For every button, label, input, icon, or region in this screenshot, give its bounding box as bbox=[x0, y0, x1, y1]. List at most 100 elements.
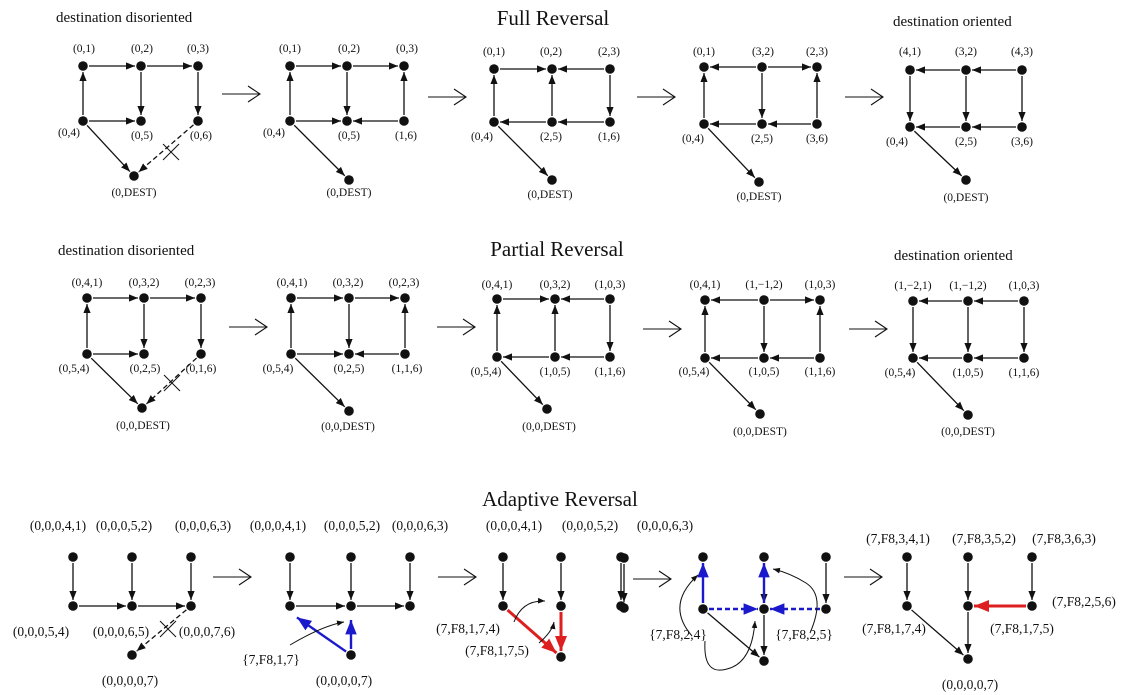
partial-reversal-arrow-2 bbox=[437, 318, 476, 336]
full-panel5-label-2: (3,2) bbox=[955, 46, 977, 58]
adaptive-s1-node-7 bbox=[127, 650, 137, 660]
partial-panel1-cut-mark bbox=[163, 374, 181, 392]
full-panel1-cut-mark bbox=[162, 143, 180, 161]
partial-panel4-node-2 bbox=[759, 295, 769, 305]
full-panel4-label-5: (2,5) bbox=[751, 133, 773, 145]
adaptive-s3-label-4: (7,F8,1,7,4) bbox=[436, 621, 500, 636]
partial-panel3-label-7: (0,0,DEST) bbox=[522, 421, 576, 433]
full-panel1-node-3 bbox=[193, 61, 203, 71]
adaptive-s1-label-4: (0,0,0,5,4) bbox=[13, 624, 69, 639]
adaptive-s5-edge-4-7 bbox=[911, 609, 964, 656]
partial-panel5-edge-4-7 bbox=[916, 361, 965, 412]
full-panel2-node-3 bbox=[399, 61, 409, 71]
full-panel5-node-7 bbox=[961, 175, 971, 185]
full-panel5-node-3 bbox=[1017, 65, 1027, 75]
full-panel1-label-5: (0,5) bbox=[131, 130, 153, 142]
partial-panel3-label-5: (1,0,5) bbox=[540, 366, 571, 378]
partial-panel1-label-5: (0,2,5) bbox=[130, 363, 161, 375]
full-panel3-node-6 bbox=[605, 117, 615, 127]
adaptive-s2-label-2: (0,0,0,5,2) bbox=[324, 518, 380, 533]
full-oriented-label: destination oriented bbox=[893, 14, 1012, 30]
full-panel4-label-6: (3,6) bbox=[806, 133, 828, 145]
partial-panel5-node-2 bbox=[963, 296, 973, 306]
adaptive-s5-node-2 bbox=[963, 552, 973, 562]
full-panel2-label-1: (0,1) bbox=[279, 43, 301, 55]
adaptive-s4-annotation-curve-1 bbox=[679, 574, 699, 637]
adaptive-s4-annotation-curve-2 bbox=[704, 620, 758, 671]
adaptive-reversal-title: Adaptive Reversal bbox=[482, 487, 638, 511]
adaptive-s5-node-5 bbox=[963, 601, 973, 611]
full-panel2-label-2: (0,2) bbox=[338, 43, 360, 55]
full-panel4-label-3: (2,3) bbox=[806, 46, 828, 58]
partial-panel4-node-6 bbox=[815, 353, 825, 363]
partial-panel4-node-3 bbox=[815, 295, 825, 305]
full-panel1-label-3: (0,3) bbox=[187, 43, 209, 55]
full-reversal-arrow-1 bbox=[222, 85, 261, 103]
partial-panel1-label-4: (0,5,4) bbox=[59, 363, 90, 375]
partial-reversal-arrow-1 bbox=[229, 318, 268, 336]
adaptive-s3-annotation-curve-1 bbox=[513, 597, 546, 623]
full-panel3-label-4: (0,4) bbox=[471, 131, 493, 143]
adaptive-s1-label-2: (0,0,0,5,2) bbox=[96, 518, 152, 533]
full-panel3-label-5: (2,5) bbox=[540, 131, 562, 143]
full-reversal-arrow-2 bbox=[428, 88, 467, 106]
full-panel5-label-7: (0,DEST) bbox=[943, 192, 988, 204]
full-panel4-edge-4-7 bbox=[707, 127, 756, 179]
partial-panel1-node-2 bbox=[139, 293, 149, 303]
full-panel4-label-7: (0,DEST) bbox=[736, 191, 781, 203]
full-panel3-edge-4-7 bbox=[497, 125, 549, 177]
adaptive-s5-node-1 bbox=[902, 552, 912, 562]
partial-panel2-label-4: (0,5,4) bbox=[263, 363, 294, 375]
adaptive-s3-label-3: (0,0,0,6,3) bbox=[637, 518, 693, 533]
full-panel5-node-2 bbox=[961, 65, 971, 75]
full-panel3-node-1 bbox=[489, 64, 499, 74]
full-panel2-node-6 bbox=[399, 116, 409, 126]
adaptive-s1-label-1: (0,0,0,4,1) bbox=[30, 518, 86, 533]
full-panel3-label-1: (0,1) bbox=[483, 46, 505, 58]
full-reversal-arrow-3 bbox=[637, 88, 676, 106]
full-panel5-node-6 bbox=[1017, 122, 1027, 132]
partial-panel4-label-2: (1,−1,2) bbox=[745, 279, 782, 291]
adaptive-s3-annotation-curve-2 bbox=[538, 621, 556, 644]
adaptive-s2-label-1: (0,0,0,4,1) bbox=[250, 518, 306, 533]
full-panel5-label-4: (0,4) bbox=[886, 136, 908, 148]
partial-panel3-label-4: (0,5,4) bbox=[471, 366, 502, 378]
partial-panel2-node-1 bbox=[286, 293, 296, 303]
partial-panel2-node-5 bbox=[344, 349, 354, 359]
full-panel5-node-5 bbox=[961, 122, 971, 132]
adaptive-s4-node-4 bbox=[698, 604, 708, 614]
adaptive-s4-node-9 bbox=[619, 603, 629, 613]
partial-panel5-label-3: (1,0,3) bbox=[1009, 280, 1040, 292]
partial-panel5-label-7: (0,0,DEST) bbox=[941, 426, 995, 438]
adaptive-s1-label-3: (0,0,0,6,3) bbox=[175, 518, 231, 533]
partial-panel1-label-6: (0,1,6) bbox=[186, 363, 217, 375]
partial-panel3-edge-4-7 bbox=[500, 360, 544, 406]
adaptive-reversal-arrow-2 bbox=[438, 568, 477, 586]
adaptive-s1-node-6 bbox=[186, 601, 196, 611]
adaptive-s3-label-2: (0,0,0,5,2) bbox=[562, 518, 618, 533]
adaptive-reversal-arrow-4 bbox=[844, 568, 883, 586]
adaptive-s2-node-2 bbox=[346, 552, 356, 562]
full-panel4-node-6 bbox=[812, 119, 822, 129]
full-panel2-node-4 bbox=[285, 116, 295, 126]
partial-panel5-node-1 bbox=[908, 296, 918, 306]
adaptive-s5-label-7: (0,0,0,0,7) bbox=[942, 677, 998, 692]
full-panel5-edge-4-7 bbox=[913, 130, 963, 177]
adaptive-reversal-arrow-3 bbox=[633, 570, 672, 588]
adaptive-s2-annotation-curve bbox=[289, 620, 345, 646]
full-panel1-node-7 bbox=[129, 171, 139, 181]
adaptive-s2-node-6 bbox=[405, 601, 415, 611]
full-panel2-label-3: (0,3) bbox=[396, 43, 418, 55]
partial-panel2-label-3: (0,2,3) bbox=[389, 277, 420, 289]
partial-panel5-label-1: (1,−2,1) bbox=[894, 280, 931, 292]
adaptive-s1-node-3 bbox=[186, 552, 196, 562]
full-panel2-node-7 bbox=[344, 175, 354, 185]
full-panel5-node-1 bbox=[905, 65, 915, 75]
adaptive-s4-node-8 bbox=[619, 553, 629, 563]
partial-panel1-edge-4-7 bbox=[90, 357, 139, 405]
partial-panel5-node-3 bbox=[1019, 296, 1029, 306]
adaptive-s2-node-4 bbox=[285, 601, 295, 611]
adaptive-s4-node-3 bbox=[821, 552, 831, 562]
